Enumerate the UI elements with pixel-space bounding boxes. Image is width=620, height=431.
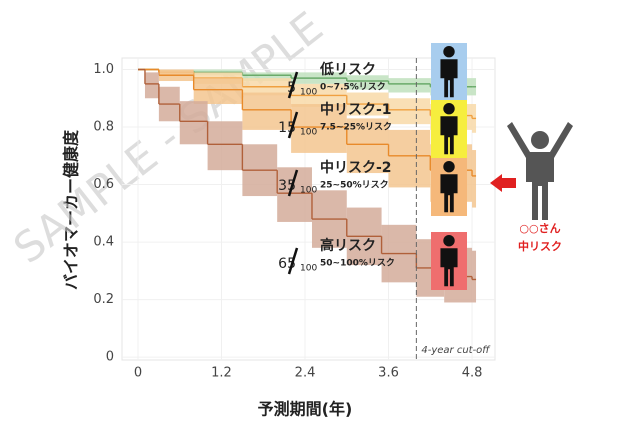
y-tick-label: 0.8 <box>93 120 114 135</box>
confidence-band <box>388 129 431 188</box>
confidence-band <box>291 104 347 153</box>
risk-denominator: 100 <box>300 88 317 98</box>
risk-group-title: 中リスク-2 <box>320 159 392 176</box>
cutoff-label: 4-year cut-off <box>421 345 491 356</box>
y-axis-title: バイオマーカー健康度 <box>62 129 81 290</box>
risk-range: 50~100%リスク <box>320 258 395 269</box>
risk-denominator: 100 <box>300 264 317 274</box>
confidence-band <box>346 118 389 174</box>
watermark: SAMPLE - SAMPLE <box>4 2 331 273</box>
y-tick-label: 0.6 <box>93 177 114 192</box>
confidence-band <box>472 250 477 303</box>
person-icon <box>440 161 458 213</box>
person-body <box>440 116 458 155</box>
x-axis-title: 予測期間(年) <box>258 400 353 419</box>
patient-name: ○○さん <box>519 222 560 235</box>
x-tick-label: 2.4 <box>295 366 316 381</box>
person-icon <box>440 235 458 287</box>
fraction-slash <box>287 111 299 139</box>
confidence-band <box>388 78 431 93</box>
confidence-band <box>207 121 243 171</box>
person-head <box>443 235 455 247</box>
patient-body <box>507 122 573 220</box>
confidence-band <box>242 92 292 130</box>
person-body <box>440 174 458 213</box>
confidence-band <box>346 75 389 90</box>
risk-group-title: 中リスク-1 <box>320 101 392 118</box>
y-tick-label: 0.4 <box>93 235 114 250</box>
person-body <box>440 59 458 98</box>
confidence-band <box>242 72 292 82</box>
patient-icon <box>507 122 573 220</box>
y-tick-label: 0.2 <box>93 292 114 307</box>
fraction-slash <box>287 247 299 275</box>
fraction-slash <box>287 169 299 197</box>
confidence-band <box>179 101 208 145</box>
confidence-band <box>388 98 431 125</box>
person-head <box>443 103 455 115</box>
person-body <box>440 248 458 287</box>
risk-range: 0~7.5%リスク <box>320 82 386 93</box>
confidence-band <box>472 150 477 208</box>
person-head <box>443 46 455 58</box>
risk-denominator: 100 <box>300 128 317 138</box>
patient-risk: 中リスク <box>518 239 562 253</box>
x-tick-label: 4.8 <box>462 366 483 381</box>
pointer-arrow <box>490 174 516 192</box>
risk-range: 25~50%リスク <box>320 180 389 191</box>
y-tick-label: 1.0 <box>93 62 114 77</box>
confidence-band <box>193 78 243 105</box>
risk-group-title: 低リスク <box>319 61 376 78</box>
risk-group-title: 高リスク <box>320 237 376 254</box>
patient-head <box>531 131 549 149</box>
y-tick-label: 0 <box>106 350 114 365</box>
x-tick-label: 1.2 <box>211 366 232 381</box>
person-icon <box>440 103 458 155</box>
person-head <box>443 161 455 173</box>
x-tick-label: 3.6 <box>378 366 399 381</box>
fraction-slash <box>287 71 299 99</box>
x-tick-label: 0 <box>134 366 142 381</box>
risk-denominator: 100 <box>300 186 317 196</box>
person-icon <box>440 46 458 98</box>
plot-area <box>121 57 496 361</box>
risk-range: 7.5~25%リスク <box>320 122 392 133</box>
confidence-band <box>144 72 159 99</box>
